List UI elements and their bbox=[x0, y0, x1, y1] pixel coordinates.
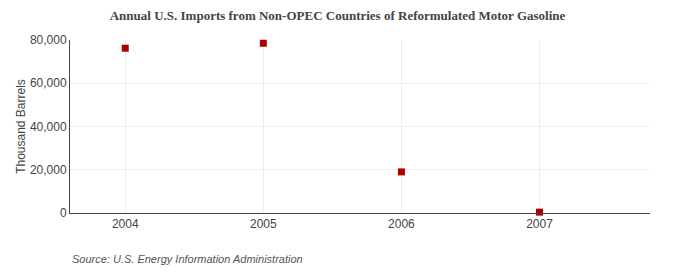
svg-text:2007: 2007 bbox=[526, 217, 553, 231]
svg-text:40,000: 40,000 bbox=[30, 120, 67, 134]
svg-text:80,000: 80,000 bbox=[30, 33, 67, 47]
svg-text:0: 0 bbox=[60, 206, 67, 220]
svg-text:2004: 2004 bbox=[112, 217, 139, 231]
svg-text:2006: 2006 bbox=[388, 217, 415, 231]
svg-text:Source: U.S. Energy Informatio: Source: U.S. Energy Information Administ… bbox=[72, 253, 303, 265]
svg-text:Annual U.S. Imports from Non-O: Annual U.S. Imports from Non-OPEC Countr… bbox=[110, 8, 566, 23]
svg-text:Thousand Barrels: Thousand Barrels bbox=[14, 79, 28, 174]
svg-text:20,000: 20,000 bbox=[30, 163, 67, 177]
svg-text:60,000: 60,000 bbox=[30, 76, 67, 90]
svg-text:2005: 2005 bbox=[250, 217, 277, 231]
